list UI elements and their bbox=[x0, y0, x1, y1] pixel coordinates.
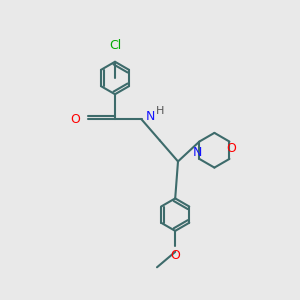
Text: N: N bbox=[146, 110, 155, 123]
Text: N: N bbox=[193, 146, 202, 159]
Text: H: H bbox=[156, 106, 164, 116]
Text: O: O bbox=[70, 113, 80, 126]
Text: O: O bbox=[170, 249, 180, 262]
Text: Cl: Cl bbox=[109, 39, 121, 52]
Text: O: O bbox=[226, 142, 236, 155]
